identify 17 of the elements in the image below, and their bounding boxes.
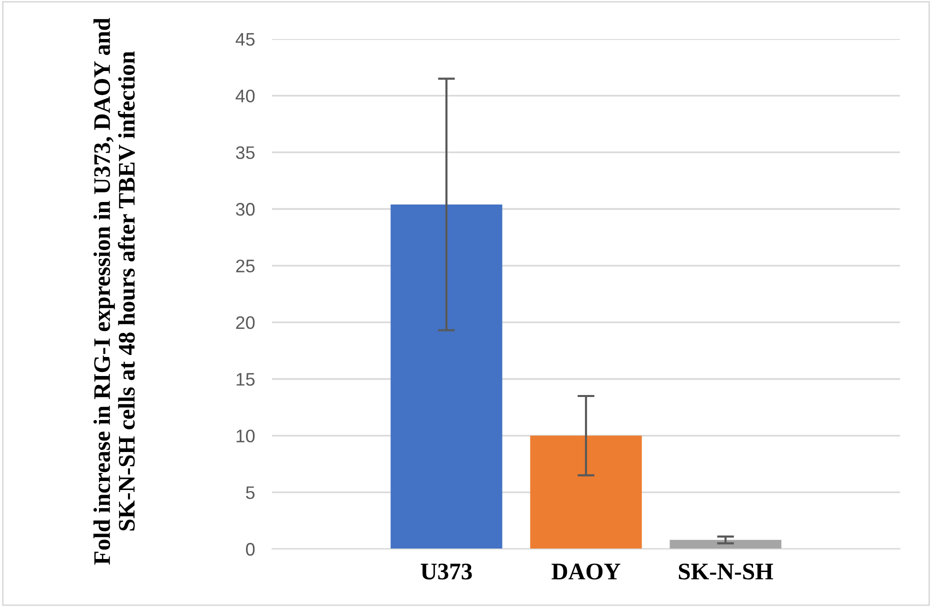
y-tick-label: 45: [236, 33, 255, 46]
x-tick-label: SK-N-SH: [678, 564, 774, 580]
y-tick-label: 30: [236, 202, 255, 216]
x-tick-label: U373: [420, 564, 472, 580]
y-axis-title: Fold increase in RIG-I expression in U373, DAOY and SK-N-SH cells at 48 hours after TBEV infection: [93, 18, 135, 565]
y-tick-label: 25: [236, 260, 255, 272]
y-tick-label: 0: [246, 542, 255, 556]
y-tick-label: 35: [236, 146, 255, 160]
x-tick-label: DAOY: [552, 564, 620, 580]
y-tick-label: 15: [236, 373, 255, 386]
bar: [530, 436, 642, 549]
bar: [390, 204, 502, 549]
y-tick-label: 20: [236, 316, 255, 330]
y-tick-label: 5: [246, 486, 255, 500]
bar: [670, 540, 782, 549]
y-tick-label: 40: [236, 90, 255, 102]
y-tick-label: 10: [236, 430, 255, 442]
